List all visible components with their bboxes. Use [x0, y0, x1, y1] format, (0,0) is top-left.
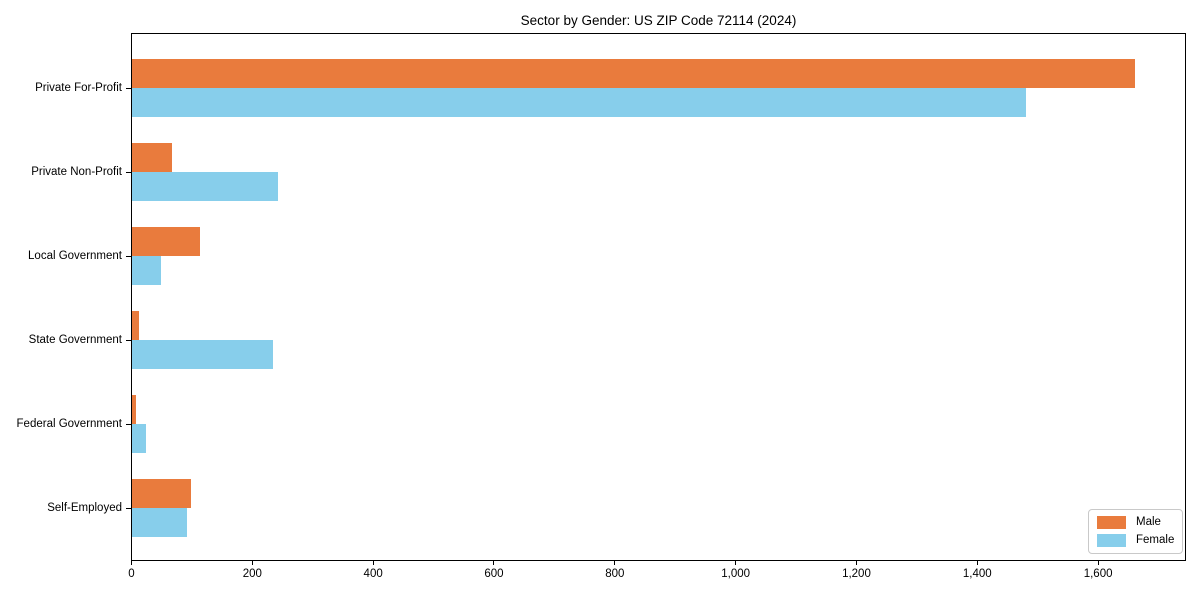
bar-male: [132, 143, 172, 172]
x-axis-tick: [976, 561, 978, 565]
y-axis-tick: [126, 172, 131, 173]
bar-male: [132, 395, 136, 424]
x-axis-tick-label: 400: [363, 568, 383, 580]
bar-female: [132, 256, 161, 285]
y-axis-tick: [126, 88, 131, 89]
x-axis-tick-label: 0: [128, 568, 135, 580]
y-axis-label: Local Government: [28, 250, 122, 262]
plot-area: [131, 33, 1186, 561]
bar-male: [132, 227, 200, 256]
legend-item-male: Male: [1097, 516, 1174, 529]
bar-female: [132, 172, 278, 201]
y-axis-tick: [126, 508, 131, 509]
x-axis-tick: [1097, 561, 1099, 565]
x-axis-tick: [614, 561, 616, 565]
y-axis-tick: [126, 424, 131, 425]
x-axis-tick: [251, 561, 253, 565]
x-axis-tick-label: 600: [484, 568, 504, 580]
bar-female: [132, 340, 273, 369]
x-axis-tick-label: 1,000: [721, 568, 751, 580]
legend: Male Female: [1088, 509, 1183, 554]
legend-item-female: Female: [1097, 534, 1174, 547]
legend-swatch-male: [1097, 516, 1126, 529]
bar-male: [132, 311, 139, 340]
x-axis-tick-label: 1,200: [842, 568, 871, 580]
y-axis-label: Federal Government: [16, 418, 122, 430]
bar-male: [132, 479, 191, 508]
y-axis-tick: [126, 340, 131, 341]
bar-female: [132, 424, 146, 453]
bar-female: [132, 508, 187, 537]
x-axis-tick: [855, 561, 857, 565]
x-axis-tick-label: 1,400: [962, 568, 992, 580]
x-axis-tick: [372, 561, 374, 565]
bar-male: [132, 59, 1135, 88]
x-axis-tick-label: 1,600: [1083, 568, 1113, 580]
y-axis-label: Private For-Profit: [35, 82, 122, 94]
legend-label-male: Male: [1136, 516, 1161, 528]
legend-swatch-female: [1097, 534, 1126, 547]
x-axis-tick-label: 800: [605, 568, 625, 580]
bar-female: [132, 88, 1026, 117]
y-axis-label: State Government: [28, 334, 122, 346]
legend-label-female: Female: [1136, 534, 1175, 546]
x-axis-tick-label: 200: [242, 568, 262, 580]
y-axis-tick: [126, 256, 131, 257]
x-axis-tick: [493, 561, 495, 565]
x-axis-tick: [735, 561, 737, 565]
chart-title: Sector by Gender: US ZIP Code 72114 (202…: [520, 13, 797, 28]
x-axis-tick: [131, 561, 132, 565]
y-axis-label: Private Non-Profit: [31, 166, 122, 178]
y-axis-label: Self-Employed: [47, 502, 122, 514]
